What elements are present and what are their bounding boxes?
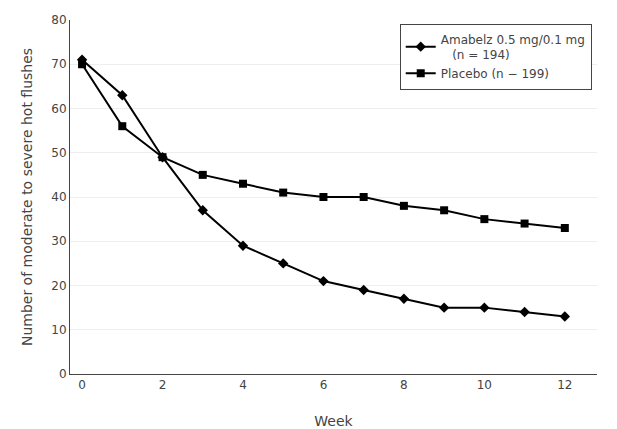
svg-text:6: 6	[320, 378, 328, 392]
svg-text:10: 10	[51, 323, 66, 337]
svg-text:Number of moderate to severe h: Number of moderate to severe hot flushes	[19, 48, 35, 346]
svg-text:4: 4	[239, 378, 247, 392]
svg-text:12: 12	[557, 378, 572, 392]
svg-text:10: 10	[477, 378, 492, 392]
svg-text:80: 80	[51, 13, 66, 27]
svg-text:2: 2	[159, 378, 167, 392]
svg-text:50: 50	[51, 146, 66, 160]
svg-text:30: 30	[51, 234, 66, 248]
svg-text:Amabelz 0.5 mg/0.1 mg (n = 1: Amabelz 0.5 mg/0.1 mg (n = 194)	[441, 33, 585, 63]
svg-text:0: 0	[78, 378, 86, 392]
svg-text:Week: Week	[314, 413, 353, 429]
svg-text:20: 20	[51, 279, 66, 293]
svg-text:Placebo (n − 199): Placebo (n − 199)	[441, 67, 549, 81]
svg-text:60: 60	[51, 102, 66, 116]
svg-text:40: 40	[51, 190, 66, 204]
svg-text:70: 70	[51, 57, 66, 71]
svg-text:0: 0	[59, 367, 67, 381]
svg-text:8: 8	[400, 378, 408, 392]
